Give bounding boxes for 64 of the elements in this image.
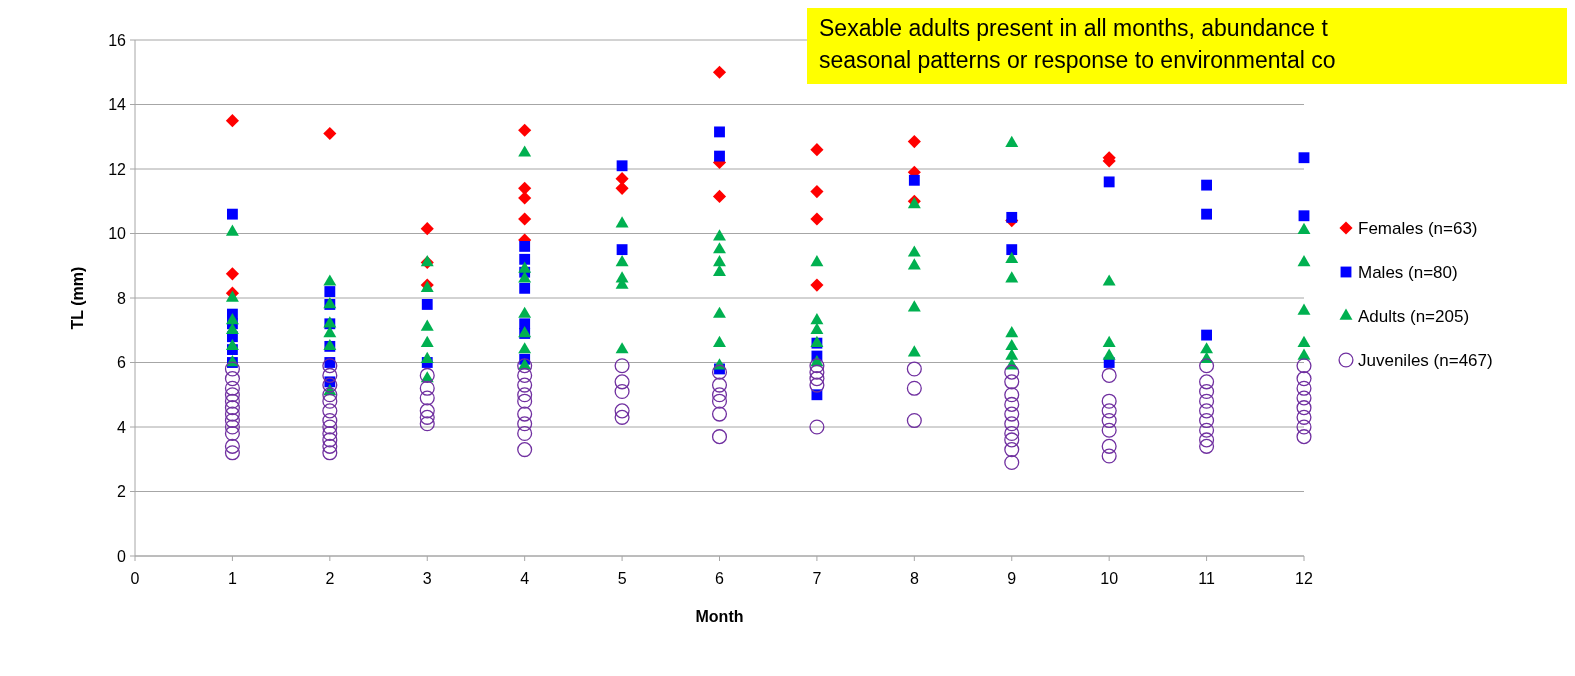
y-axis-title: TL (mm) [69,266,86,330]
y-tick-label: 12 [108,160,127,178]
point [519,253,531,265]
y-tick-label: 4 [117,418,127,436]
y-tick-label: 16 [108,31,127,49]
point [1298,210,1310,222]
point [519,240,531,252]
y-tick-label: 0 [117,547,127,565]
point [323,126,337,141]
point [226,208,238,220]
point [324,286,336,297]
point [810,278,824,292]
point [225,267,239,281]
legend-label: Juveniles (n=467) [1358,350,1493,370]
legend-label: Males (n=80) [1358,262,1458,282]
x-tick-label: 4 [520,570,530,587]
point [1006,211,1018,223]
point [518,212,532,226]
point [519,282,531,294]
x-tick-label: 7 [812,570,822,587]
annotation: Sexable adults present in all months, abundance t seasonal patterns or response to environmental co [819,15,1336,73]
point [1201,208,1213,220]
x-tick-label: 3 [422,570,432,587]
point [714,126,725,138]
point [1201,329,1213,341]
point [225,114,239,128]
point [1201,179,1213,191]
point [712,189,727,203]
y-tick-label: 2 [117,483,127,501]
y-tick-label: 6 [117,354,127,372]
point [421,299,433,310]
x-tick-label: 6 [715,570,725,587]
legend-label: Adults (n=205) [1358,306,1470,326]
point [616,244,628,256]
point [518,181,532,195]
point [615,181,629,195]
y-tick-label: 10 [108,225,127,243]
legend-label: Females (n=63) [1358,218,1478,238]
x-tick-label: 2 [325,570,335,587]
y-tick-label: 8 [117,289,127,307]
point [714,150,725,162]
x-tick-label: 9 [1007,570,1017,587]
point [616,160,628,172]
x-tick-label: 10 [1100,570,1119,587]
point [810,212,824,226]
y-tick-label: 14 [108,96,127,114]
point [907,135,921,149]
point [518,123,532,137]
point [810,185,824,199]
x-tick-label: 0 [130,570,140,587]
point [810,143,824,157]
x-tick-label: 8 [909,570,919,587]
point [1298,152,1310,164]
x-tick-label: 5 [617,570,627,587]
x-tick-label: 12 [1295,570,1313,587]
point [420,222,434,236]
point [1103,176,1115,188]
point [518,191,532,205]
point [712,65,727,79]
x-tick-label: 1 [227,570,237,587]
point [908,174,920,186]
point [1006,244,1018,256]
x-axis-title: Month [695,608,744,625]
x-tick-label: 11 [1198,570,1215,587]
